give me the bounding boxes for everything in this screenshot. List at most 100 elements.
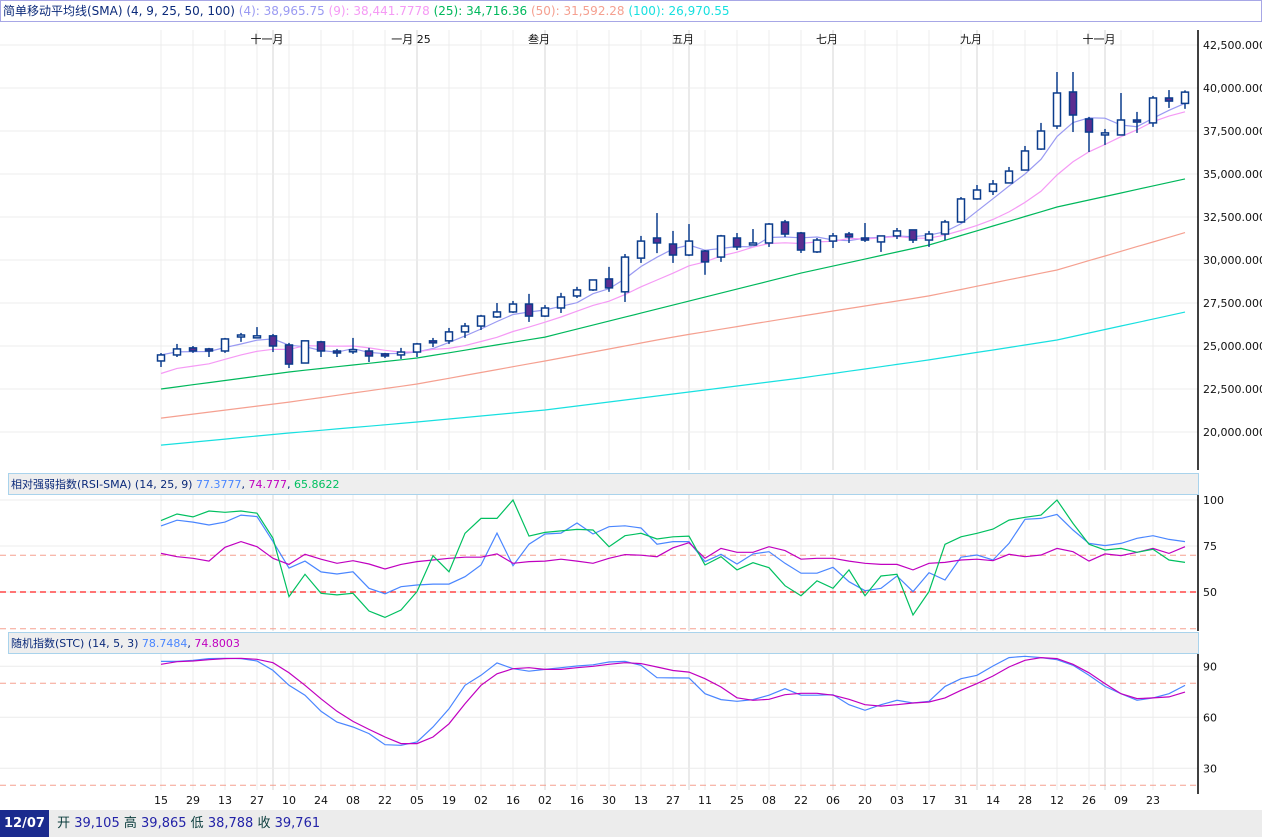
candle (556, 292, 566, 313)
sma-legend-item-100: (100): 26,970.55 (628, 4, 730, 18)
rsi-legend-value-2: 74.777 (248, 478, 287, 491)
y-tick-label: 30 (1203, 762, 1217, 775)
rsi-legend: 相对强弱指数(RSI-SMA) (14, 25, 9) 77.3777, 74.… (8, 473, 1199, 495)
x-tick-label: 15 (154, 794, 168, 807)
candle (476, 314, 486, 331)
candle (636, 235, 646, 263)
chart-canvas: 42,500.0000 40,000.0000 37,500.0000 35,000.… (0, 30, 1262, 807)
y-tick-label: 50 (1203, 586, 1217, 599)
candle (988, 180, 998, 195)
candle-body-up (444, 331, 454, 342)
x-tick-label: 12 (1050, 794, 1064, 807)
candle (924, 230, 934, 247)
candle (236, 332, 246, 342)
candle (748, 229, 758, 246)
candle-body-up (572, 289, 582, 297)
stc-legend-title: 随机指数(STC) (14, 5, 3) (11, 637, 139, 650)
candle (908, 229, 918, 243)
candle (956, 197, 966, 224)
candle (172, 343, 182, 358)
candle (332, 348, 342, 358)
candle-body-down (844, 233, 854, 238)
sma-line-25 (160, 178, 1186, 390)
candle (540, 305, 550, 317)
candle (524, 293, 534, 322)
x-tick-label: 29 (186, 794, 200, 807)
close-value: 39,761 (274, 816, 321, 831)
x-tick-label: 25 (730, 794, 744, 807)
candle-body-up (892, 230, 902, 237)
low-value: 38,788 (207, 816, 254, 831)
candle-body-up (220, 338, 230, 352)
candle-body-up (1020, 150, 1030, 171)
candle-body-up (156, 354, 166, 362)
x-tick-label: 13 (218, 794, 232, 807)
candle (188, 346, 198, 353)
y-tick-label: 100 (1203, 494, 1224, 507)
candle-body-up (620, 256, 630, 293)
candle (876, 235, 886, 252)
candle (1084, 116, 1094, 152)
x-tick-label: 30 (602, 794, 616, 807)
candle-body-down (1068, 91, 1078, 116)
y-tick-label: 90 (1203, 660, 1217, 673)
y-tick-label: 20,000.0000 (1203, 426, 1262, 439)
candle (860, 223, 870, 242)
candle-body-down (732, 237, 742, 248)
candle (700, 250, 710, 275)
month-label: 一月 25 (391, 33, 431, 46)
candle-body-up (972, 189, 982, 200)
candle-body-up (828, 235, 838, 242)
candle (364, 347, 374, 362)
x-tick-label: 20 (858, 794, 872, 807)
candle-body-up (412, 343, 422, 353)
y-tick-label: 75 (1203, 540, 1217, 553)
candle (316, 340, 326, 358)
candle-body-up (956, 198, 966, 223)
candle (684, 224, 694, 257)
candle-body-up (540, 307, 550, 317)
stc-line-1 (161, 655, 1186, 746)
candle (828, 232, 838, 248)
candle-body-down (604, 278, 614, 289)
sma-legend-item-50: (50): 31,592.28 (530, 4, 625, 18)
candle (972, 185, 982, 200)
candle (156, 353, 166, 367)
x-tick-label: 06 (826, 794, 840, 807)
x-tick-label: 16 (570, 794, 584, 807)
y-tick-label: 40,000.0000 (1203, 82, 1262, 95)
candle-body-down (204, 348, 214, 352)
candle (1148, 95, 1158, 127)
candle (460, 322, 470, 338)
candle (300, 340, 310, 364)
candle-body-up (1100, 132, 1110, 136)
candle-body-up (1004, 170, 1014, 184)
low-label: 低 (190, 816, 204, 831)
candle (652, 213, 662, 254)
sma-line-50 (160, 232, 1186, 419)
x-tick-label: 17 (922, 794, 936, 807)
stc-legend-value-k: 78.7484 (141, 637, 188, 650)
ohlc-footer: 12/07 开 39,105 高 39,865 低 38,788 收 39,76… (0, 810, 1262, 837)
candle-body-down (332, 350, 342, 354)
y-tick-label: 32,500.0000 (1203, 211, 1262, 224)
stc-line-2 (160, 656, 1186, 745)
x-tick-label: 05 (410, 794, 424, 807)
candle (396, 347, 406, 359)
candle-body-down (1164, 97, 1174, 102)
candle (444, 327, 454, 344)
high-label: 高 (123, 816, 137, 831)
sma-legend-title: 简单移动平均线(SMA) (4, 9, 25, 50, 100) (3, 4, 235, 18)
rsi-line-3 (160, 498, 1186, 619)
sma-legend-item-4: (4): 38,965.75 (238, 4, 325, 18)
candle-body-down (188, 347, 198, 352)
candle-body-up (492, 311, 502, 318)
candle-body-down (268, 335, 278, 347)
candle (844, 231, 854, 243)
candle (620, 253, 630, 302)
x-tick-label: 08 (762, 794, 776, 807)
candle-body-up (556, 296, 566, 309)
candle (252, 327, 262, 339)
candle-body-down (316, 341, 326, 352)
rsi-legend-title: 相对强弱指数(RSI-SMA) (14, 25, 9) (11, 478, 193, 491)
